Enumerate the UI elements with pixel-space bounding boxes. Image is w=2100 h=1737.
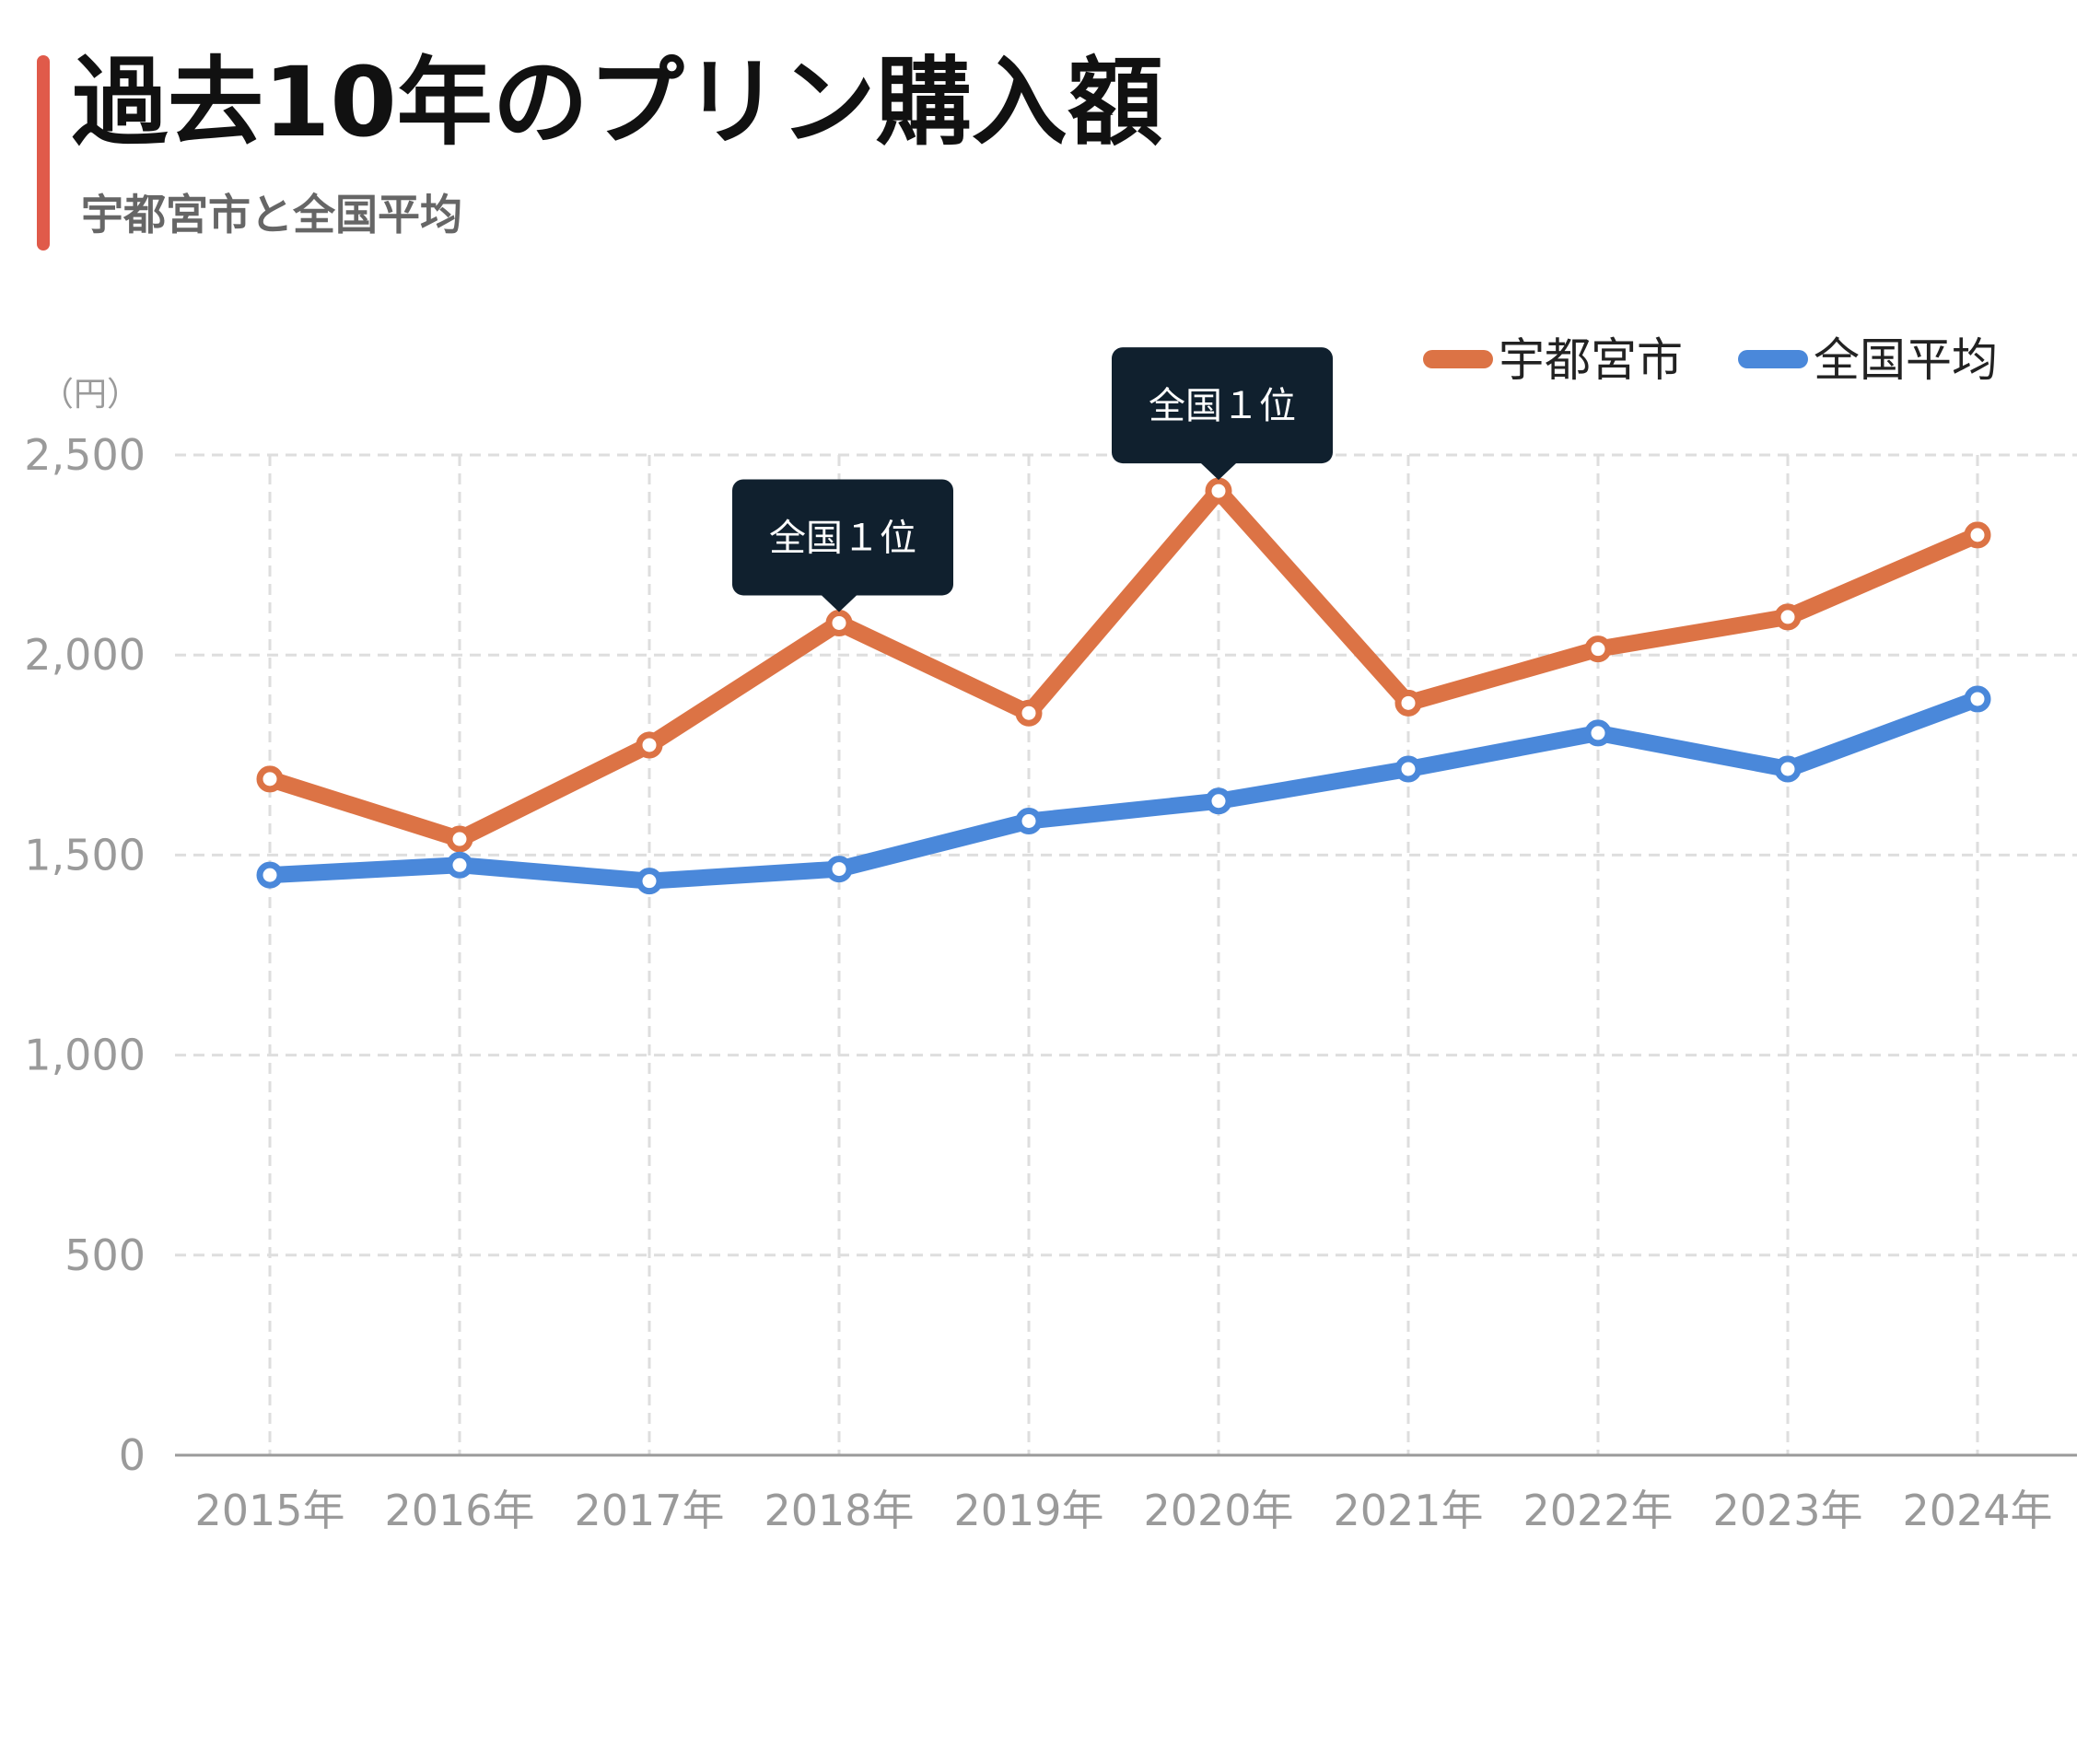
callout-label: 全国１位 bbox=[769, 517, 916, 559]
y-tick-label: 1,000 bbox=[24, 1031, 146, 1080]
y-unit-label: （円） bbox=[41, 376, 140, 414]
callout-label: 全国１位 bbox=[1149, 385, 1296, 427]
data-point bbox=[446, 825, 473, 853]
data-point bbox=[1774, 755, 1802, 783]
x-tick-label: 2018年 bbox=[764, 1486, 914, 1535]
x-tick-label: 2015年 bbox=[194, 1486, 344, 1535]
callout-pointer bbox=[1200, 462, 1237, 481]
x-tick-label: 2019年 bbox=[953, 1486, 1103, 1535]
title-accent-bar bbox=[37, 55, 50, 251]
y-tick-label: 2,500 bbox=[24, 430, 146, 480]
y-tick-label: 2,000 bbox=[24, 630, 146, 680]
series-line bbox=[262, 483, 1986, 848]
x-tick-label: 2022年 bbox=[1522, 1486, 1673, 1535]
data-point bbox=[1015, 699, 1043, 727]
data-point bbox=[1015, 807, 1043, 834]
grid-lines bbox=[175, 453, 2077, 1455]
x-tick-label: 2024年 bbox=[1902, 1486, 2052, 1535]
data-point bbox=[256, 861, 284, 889]
data-point bbox=[1774, 603, 1802, 631]
x-tick-label: 2017年 bbox=[574, 1486, 724, 1535]
data-point bbox=[1964, 685, 1991, 713]
series-line bbox=[262, 690, 1986, 890]
legend: 宇都宮市 全国平均 bbox=[1423, 333, 1998, 387]
legend-label: 全国平均 bbox=[1814, 333, 1998, 387]
y-tick-label: 0 bbox=[119, 1430, 146, 1480]
callout-box bbox=[1112, 347, 1333, 464]
axes: 0 500 1,000 1,500 2,000 2,500 2015年 2016年 2017年 2… bbox=[24, 376, 2077, 1535]
data-point bbox=[256, 765, 284, 793]
data-point bbox=[636, 868, 663, 895]
data-point bbox=[1394, 689, 1422, 717]
series-lines bbox=[256, 477, 1991, 895]
data-point bbox=[1394, 755, 1422, 783]
x-tick-label: 2023年 bbox=[1712, 1486, 1862, 1535]
legend-label: 宇都宮市 bbox=[1499, 333, 1683, 387]
x-tick-label: 2016年 bbox=[384, 1486, 534, 1535]
data-point bbox=[1584, 719, 1612, 747]
data-point bbox=[1205, 477, 1232, 505]
y-tick-label: 1,500 bbox=[24, 830, 146, 880]
x-tick-label: 2020年 bbox=[1143, 1486, 1293, 1535]
data-point bbox=[825, 856, 853, 883]
data-point bbox=[825, 609, 853, 636]
y-tick-label: 500 bbox=[64, 1230, 146, 1280]
data-point bbox=[1205, 787, 1232, 815]
x-tick-label: 2021年 bbox=[1333, 1486, 1483, 1535]
callout-pointer bbox=[821, 594, 858, 612]
data-point bbox=[1964, 521, 1991, 549]
data-point bbox=[636, 731, 663, 759]
data-point bbox=[446, 851, 473, 879]
chart-title: 過去10年のプリン購入額 bbox=[72, 46, 1163, 158]
data-point bbox=[1584, 635, 1612, 663]
callout-box bbox=[732, 479, 953, 596]
chart-subtitle: 宇都宮市と全国平均 bbox=[81, 190, 462, 239]
